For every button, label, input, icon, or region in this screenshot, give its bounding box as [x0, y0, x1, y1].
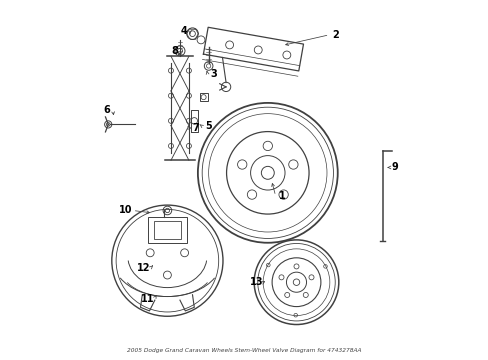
- Text: 11: 11: [141, 294, 154, 304]
- Text: 1: 1: [278, 191, 285, 201]
- Bar: [199, 93, 207, 101]
- Text: 4: 4: [180, 26, 186, 36]
- Text: 5: 5: [205, 121, 212, 131]
- Text: 6: 6: [103, 105, 110, 115]
- Text: 12: 12: [137, 263, 150, 273]
- Text: 10: 10: [119, 206, 133, 216]
- Text: 2005 Dodge Grand Caravan Wheels Stem-Wheel Valve Diagram for 4743278AA: 2005 Dodge Grand Caravan Wheels Stem-Whe…: [127, 348, 361, 353]
- Text: 9: 9: [391, 162, 398, 172]
- Text: 7: 7: [192, 123, 199, 133]
- Text: 13: 13: [250, 277, 263, 287]
- Text: 2: 2: [332, 30, 339, 40]
- Text: 8: 8: [171, 46, 178, 56]
- Text: 3: 3: [210, 69, 217, 79]
